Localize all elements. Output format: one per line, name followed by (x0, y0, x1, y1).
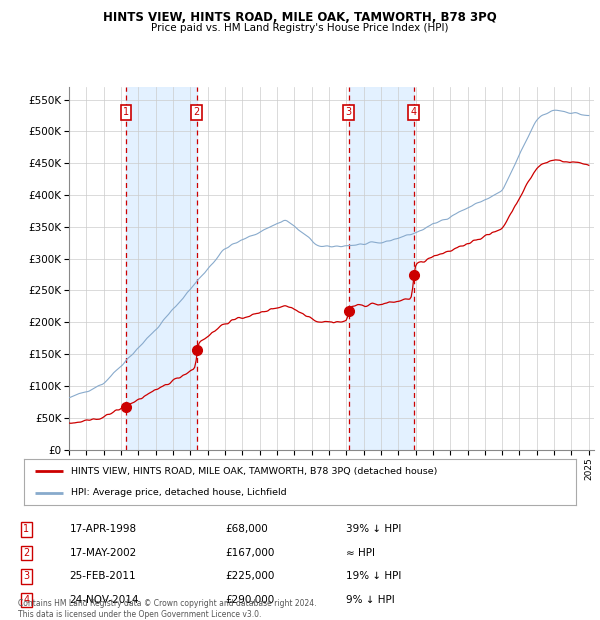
Bar (126, 87, 197, 450)
Text: 39% ↓ HPI: 39% ↓ HPI (346, 525, 401, 534)
Text: ≈ HPI: ≈ HPI (346, 548, 375, 558)
Text: HPI: Average price, detached house, Lichfield: HPI: Average price, detached house, Lich… (71, 488, 287, 497)
Text: £225,000: £225,000 (225, 572, 274, 582)
Text: 17-MAY-2002: 17-MAY-2002 (70, 548, 137, 558)
Bar (349, 87, 414, 450)
Text: 17-APR-1998: 17-APR-1998 (70, 525, 137, 534)
Text: 3: 3 (346, 107, 352, 117)
Text: Price paid vs. HM Land Registry's House Price Index (HPI): Price paid vs. HM Land Registry's House … (151, 23, 449, 33)
Text: 9% ↓ HPI: 9% ↓ HPI (346, 595, 395, 605)
Text: 2: 2 (194, 107, 200, 117)
Text: 1: 1 (123, 107, 129, 117)
Text: 1: 1 (23, 525, 29, 534)
Text: £290,000: £290,000 (225, 595, 274, 605)
Text: 3: 3 (23, 572, 29, 582)
Text: 19% ↓ HPI: 19% ↓ HPI (346, 572, 401, 582)
Text: £167,000: £167,000 (225, 548, 274, 558)
Text: 4: 4 (23, 595, 29, 605)
Text: 2: 2 (23, 548, 29, 558)
Text: HINTS VIEW, HINTS ROAD, MILE OAK, TAMWORTH, B78 3PQ (detached house): HINTS VIEW, HINTS ROAD, MILE OAK, TAMWOR… (71, 467, 437, 476)
Text: 24-NOV-2014: 24-NOV-2014 (70, 595, 139, 605)
Text: HINTS VIEW, HINTS ROAD, MILE OAK, TAMWORTH, B78 3PQ: HINTS VIEW, HINTS ROAD, MILE OAK, TAMWOR… (103, 11, 497, 24)
Text: 4: 4 (411, 107, 417, 117)
Text: 25-FEB-2011: 25-FEB-2011 (70, 572, 136, 582)
Text: Contains HM Land Registry data © Crown copyright and database right 2024.
This d: Contains HM Land Registry data © Crown c… (18, 600, 317, 619)
Text: £68,000: £68,000 (225, 525, 268, 534)
